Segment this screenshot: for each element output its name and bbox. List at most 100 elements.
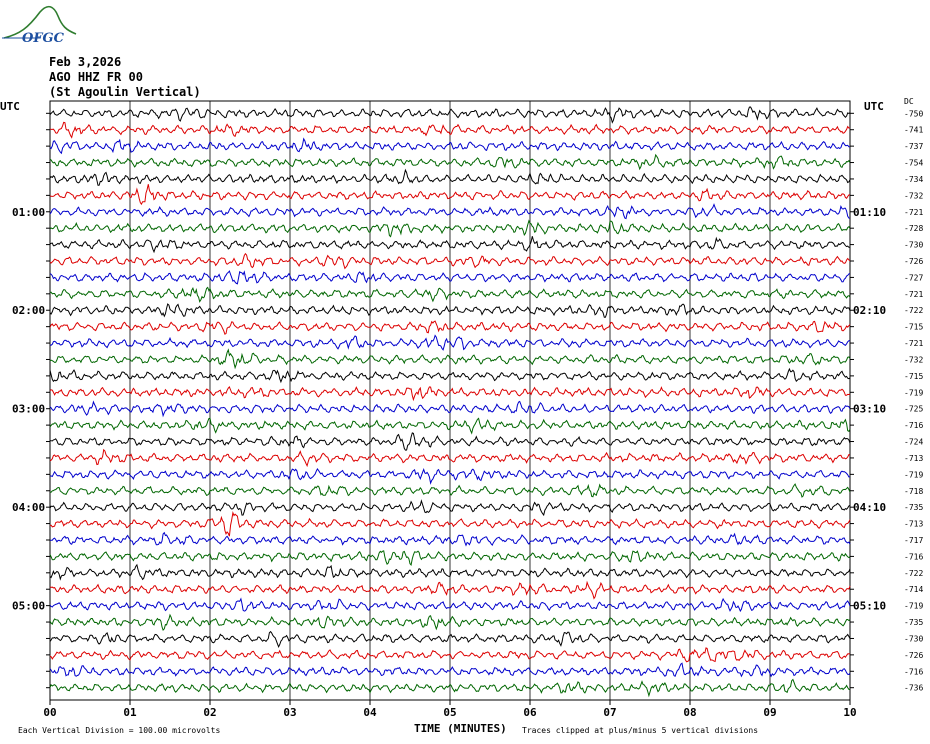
seismic-trace [49, 203, 851, 220]
dc-offset-label: -716 [904, 552, 923, 561]
seismic-trace [50, 432, 851, 451]
seismic-trace [49, 483, 851, 498]
seismic-trace [49, 550, 851, 566]
dc-offset-label: -735 [904, 618, 923, 627]
left-utc-label: UTC [0, 100, 20, 113]
seismic-trace [49, 334, 851, 351]
header-date: Feb 3,2026 [49, 55, 122, 69]
x-tick-label: 07 [603, 706, 616, 719]
seismic-trace [49, 219, 851, 238]
dc-offset-label: -721 [904, 339, 923, 348]
seismic-trace [49, 153, 851, 171]
dc-offset-label: -721 [904, 290, 923, 299]
seismic-trace [49, 385, 851, 402]
seismic-trace [49, 531, 851, 547]
dc-offset-label: -714 [904, 585, 923, 594]
dc-offset-label: -717 [904, 536, 923, 545]
dc-offset-label: -725 [904, 405, 923, 414]
dc-offset-label: -726 [904, 651, 923, 660]
seismic-trace [49, 647, 851, 663]
dc-offset-label: -726 [904, 257, 923, 266]
x-tick-label: 05 [443, 706, 456, 719]
dc-offset-label: -732 [904, 355, 923, 364]
x-tick-label: 01 [123, 706, 137, 719]
x-tick-label: 10 [843, 706, 856, 719]
dc-offset-label: -713 [904, 520, 923, 529]
seismic-trace [49, 417, 851, 435]
logo-text: OFGC [22, 31, 65, 46]
dc-offset-label: -732 [904, 191, 923, 200]
seismic-trace [49, 499, 851, 517]
dc-offset-label: -722 [904, 306, 923, 315]
seismic-trace [49, 168, 851, 186]
dc-offset-label: -736 [904, 684, 923, 693]
seismic-trace [49, 630, 851, 649]
seismic-trace [49, 320, 851, 335]
left-time-label: 04:00 [12, 501, 45, 514]
dc-offset-label: -716 [904, 667, 923, 676]
seismic-trace [49, 121, 851, 139]
seismic-trace [49, 678, 851, 698]
x-tick-label: 02 [203, 706, 216, 719]
ofgc-logo: OFGC [2, 5, 77, 46]
dc-offset-label: -734 [904, 175, 923, 184]
right-time-label: 04:10 [853, 501, 886, 514]
right-time-label: 02:10 [853, 304, 886, 317]
seismic-trace [49, 184, 851, 206]
scale-note: Each Vertical Division = 100.00 microvol… [18, 726, 221, 735]
seismic-trace [49, 270, 851, 285]
dc-offset-label: -750 [904, 109, 923, 118]
dc-offset-label: -716 [904, 421, 923, 430]
logo-mountain-icon [3, 5, 77, 39]
dc-offset-label: -727 [904, 273, 923, 282]
x-tick-label: 08 [683, 706, 696, 719]
x-tick-label: 09 [763, 706, 776, 719]
dc-offset-label: -718 [904, 487, 923, 496]
right-time-label: 01:10 [853, 206, 886, 219]
x-tick-label: 04 [363, 706, 377, 719]
x-tick-label: 00 [43, 706, 56, 719]
dc-offset-label: -724 [904, 438, 923, 447]
seismic-trace [49, 510, 851, 537]
seismic-trace [49, 367, 851, 384]
dc-offset-label: -721 [904, 208, 923, 217]
seismic-trace [49, 597, 851, 613]
seismic-trace [49, 348, 851, 370]
x-axis-label: TIME (MINUTES) [414, 722, 507, 735]
dc-offset-label: -730 [904, 634, 923, 643]
seismic-trace [49, 236, 850, 254]
seismic-trace [49, 448, 851, 468]
x-tick-label: 06 [523, 706, 537, 719]
left-time-label: 01:00 [12, 206, 45, 219]
right-time-label: 03:10 [853, 403, 886, 416]
right-time-label: 05:10 [853, 600, 886, 613]
dc-offset-label: -754 [904, 159, 923, 168]
seismic-trace [49, 662, 851, 678]
dc-offset-label: -741 [904, 126, 923, 135]
left-time-label: 05:00 [12, 600, 45, 613]
left-time-label: 02:00 [12, 304, 45, 317]
seismic-trace [49, 613, 851, 632]
dc-offset-label: -737 [904, 142, 923, 151]
seismic-trace [49, 563, 851, 581]
dc-offset-label: -719 [904, 602, 923, 611]
dc-offset-label: -719 [904, 470, 923, 479]
seismic-trace [49, 467, 851, 485]
seismic-trace [49, 137, 851, 155]
dc-offset-label: -713 [904, 454, 923, 463]
dc-offset-label: -715 [904, 372, 923, 381]
dc-offset-label: -715 [904, 323, 923, 332]
seismic-trace [49, 106, 851, 124]
header-station: AGO HHZ FR 00 [49, 70, 143, 84]
dc-offset-label: -728 [904, 224, 923, 233]
dc-offset-label: -735 [904, 503, 923, 512]
x-tick-label: 03 [283, 706, 296, 719]
right-utc-label: UTC [864, 100, 884, 113]
seismic-trace [49, 303, 851, 318]
left-time-label: 03:00 [12, 403, 45, 416]
header-description: (St Agoulin Vertical) [49, 85, 201, 99]
dc-offset-label: -730 [904, 241, 923, 250]
seismic-trace [49, 286, 851, 303]
seismic-trace [49, 580, 851, 600]
